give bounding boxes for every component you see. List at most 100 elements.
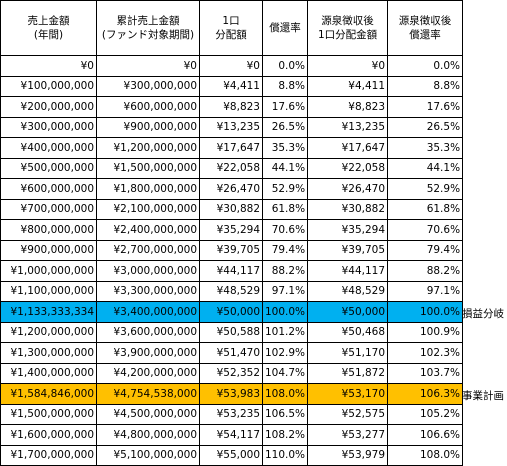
annual-sales-cell: ¥1,133,333,334 [0, 301, 97, 323]
table-row: ¥700,000,000 ¥2,100,000,000 ¥30,882 61.8% ¥3… [0, 198, 464, 220]
after-tax-rate-cell: 105.2% [387, 403, 464, 425]
distribution-cell: ¥8,823 [199, 96, 263, 118]
annual-sales-cell: ¥0 [0, 55, 97, 77]
annual-sales-cell: ¥1,700,000,000 [0, 444, 97, 466]
after-tax-rate-cell: 103.7% [387, 362, 464, 384]
distribution-cell: ¥55,000 [199, 444, 263, 466]
after-tax-distribution-cell: ¥17,647 [307, 137, 389, 159]
after-tax-rate-cell: 17.6% [387, 96, 464, 118]
cumulative-sales-cell: ¥0 [96, 55, 200, 77]
annual-sales-cell: ¥1,300,000,000 [0, 342, 97, 364]
after-tax-rate-cell: 70.6% [387, 219, 464, 241]
table-row: ¥1,200,000,000 ¥3,600,000,000 ¥50,588 101.2… [0, 321, 464, 343]
header-row: 売上金額 (年間) 累計売上金額 (ファンド対象期間) 1口 分配額 償還率 源泉徴収後 1口分… [0, 0, 464, 56]
after-tax-rate-cell: 26.5% [387, 116, 464, 138]
after-tax-rate-cell: 79.4% [387, 239, 464, 261]
redemption-rate-cell: 26.5% [261, 116, 309, 138]
redemption-rate-cell: 108.2% [261, 424, 309, 446]
after-tax-rate-cell: 100.0% [387, 301, 464, 323]
table-row: ¥800,000,000 ¥2,400,000,000 ¥35,294 70.6% ¥3… [0, 219, 464, 241]
after-tax-distribution-cell: ¥4,411 [307, 75, 389, 97]
after-tax-distribution-cell: ¥35,294 [307, 219, 389, 241]
distribution-cell: ¥35,294 [199, 219, 263, 241]
cumulative-sales-cell: ¥1,500,000,000 [96, 157, 200, 179]
distribution-cell: ¥26,470 [199, 178, 263, 200]
table-row: ¥900,000,000 ¥2,700,000,000 ¥39,705 79.4% ¥3… [0, 239, 464, 261]
after-tax-distribution-cell: ¥8,823 [307, 96, 389, 118]
annual-sales-cell: ¥1,200,000,000 [0, 321, 97, 343]
annual-sales-cell: ¥500,000,000 [0, 157, 97, 179]
after-tax-rate-cell: 106.6% [387, 424, 464, 446]
table-row: ¥1,600,000,000 ¥4,800,000,000 ¥54,117 108.2… [0, 424, 464, 446]
annual-sales-cell: ¥900,000,000 [0, 239, 97, 261]
annual-sales-cell: ¥1,584,846,000 [0, 383, 97, 405]
cumulative-sales-cell: ¥2,400,000,000 [96, 219, 200, 241]
table-row: ¥400,000,000 ¥1,200,000,000 ¥17,647 35.3% ¥1… [0, 137, 464, 159]
header-after-tax-distribution: 源泉徴収後 1口分配金額 [307, 0, 389, 56]
after-tax-distribution-cell: ¥51,170 [307, 342, 389, 364]
after-tax-rate-cell: 0.0% [387, 55, 464, 77]
after-tax-distribution-cell: ¥26,470 [307, 178, 389, 200]
after-tax-rate-cell: 52.9% [387, 178, 464, 200]
distribution-cell: ¥39,705 [199, 239, 263, 261]
row-annotation-label: 事業計画 [462, 389, 504, 402]
redemption-rate-cell: 97.1% [261, 280, 309, 302]
distribution-cell: ¥4,411 [199, 75, 263, 97]
table-row: ¥200,000,000 ¥600,000,000 ¥8,823 17.6% ¥8,82… [0, 96, 464, 118]
after-tax-distribution-cell: ¥53,277 [307, 424, 389, 446]
cumulative-sales-cell: ¥5,100,000,000 [96, 444, 200, 466]
after-tax-distribution-cell: ¥51,872 [307, 362, 389, 384]
annual-sales-cell: ¥700,000,000 [0, 198, 97, 220]
annual-sales-cell: ¥100,000,000 [0, 75, 97, 97]
table-row: ¥300,000,000 ¥900,000,000 ¥13,235 26.5% ¥13,… [0, 116, 464, 138]
cumulative-sales-cell: ¥4,200,000,000 [96, 362, 200, 384]
annual-sales-cell: ¥300,000,000 [0, 116, 97, 138]
after-tax-distribution-cell: ¥53,170 [307, 383, 389, 405]
annual-sales-cell: ¥1,100,000,000 [0, 280, 97, 302]
after-tax-distribution-cell: ¥48,529 [307, 280, 389, 302]
cumulative-sales-cell: ¥4,800,000,000 [96, 424, 200, 446]
distribution-cell: ¥53,235 [199, 403, 263, 425]
after-tax-distribution-cell: ¥52,575 [307, 403, 389, 425]
cumulative-sales-cell: ¥3,400,000,000 [96, 301, 200, 323]
header-redemption-rate: 償還率 [261, 0, 309, 56]
cumulative-sales-cell: ¥1,800,000,000 [96, 178, 200, 200]
cumulative-sales-cell: ¥1,200,000,000 [96, 137, 200, 159]
distribution-cell: ¥52,352 [199, 362, 263, 384]
header-cumulative-sales: 累計売上金額 (ファンド対象期間) [96, 0, 200, 56]
redemption-rate-cell: 102.9% [261, 342, 309, 364]
distribution-cell: ¥17,647 [199, 137, 263, 159]
after-tax-rate-cell: 35.3% [387, 137, 464, 159]
cumulative-sales-cell: ¥900,000,000 [96, 116, 200, 138]
cumulative-sales-cell: ¥3,600,000,000 [96, 321, 200, 343]
annual-sales-cell: ¥400,000,000 [0, 137, 97, 159]
cumulative-sales-cell: ¥4,754,538,000 [96, 383, 200, 405]
distribution-cell: ¥54,117 [199, 424, 263, 446]
table-row: ¥1,000,000,000 ¥3,000,000,000 ¥44,117 88.2%… [0, 260, 464, 282]
redemption-rate-cell: 104.7% [261, 362, 309, 384]
after-tax-rate-cell: 61.8% [387, 198, 464, 220]
distribution-cell: ¥30,882 [199, 198, 263, 220]
annual-sales-cell: ¥600,000,000 [0, 178, 97, 200]
redemption-rate-cell: 61.8% [261, 198, 309, 220]
after-tax-rate-cell: 100.9% [387, 321, 464, 343]
redemption-rate-cell: 100.0% [261, 301, 309, 323]
after-tax-rate-cell: 88.2% [387, 260, 464, 282]
table-row: ¥0 ¥0 ¥0 0.0% ¥0 0.0% [0, 55, 464, 77]
distribution-cell: ¥48,529 [199, 280, 263, 302]
distribution-cell: ¥44,117 [199, 260, 263, 282]
distribution-cell: ¥0 [199, 55, 263, 77]
redemption-rate-cell: 108.0% [261, 383, 309, 405]
cumulative-sales-cell: ¥300,000,000 [96, 75, 200, 97]
redemption-rate-cell: 110.0% [261, 444, 309, 466]
table-row: ¥1,400,000,000 ¥4,200,000,000 ¥52,352 104.7… [0, 362, 464, 384]
header-annual-sales: 売上金額 (年間) [0, 0, 97, 56]
cumulative-sales-cell: ¥3,900,000,000 [96, 342, 200, 364]
annual-sales-cell: ¥1,500,000,000 [0, 403, 97, 425]
redemption-rate-cell: 70.6% [261, 219, 309, 241]
cumulative-sales-cell: ¥4,500,000,000 [96, 403, 200, 425]
distribution-cell: ¥51,470 [199, 342, 263, 364]
table-row: ¥1,300,000,000 ¥3,900,000,000 ¥51,470 102.9… [0, 342, 464, 364]
redemption-rate-cell: 88.2% [261, 260, 309, 282]
cumulative-sales-cell: ¥3,300,000,000 [96, 280, 200, 302]
